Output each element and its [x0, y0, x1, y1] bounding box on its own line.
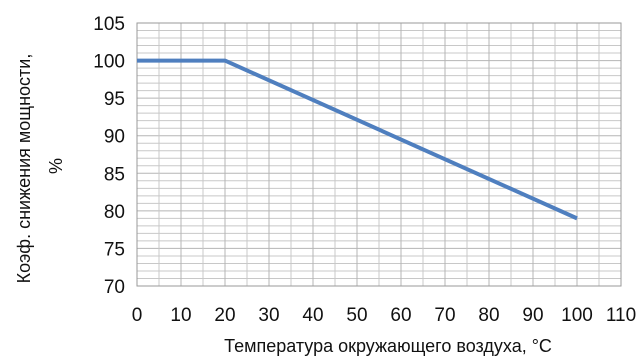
y-tick-label: 90	[104, 127, 125, 148]
y-tick-label: 80	[104, 202, 125, 223]
y-axis-title-line-2: %	[46, 158, 66, 174]
x-tick-label: 100	[561, 305, 593, 326]
x-tick-label: 30	[258, 305, 279, 326]
x-tick-label: 20	[214, 305, 235, 326]
x-tick-label: 110	[606, 305, 636, 326]
x-tick-label: 40	[302, 305, 323, 326]
x-tick-label: 60	[390, 305, 411, 326]
y-tick-label: 70	[104, 277, 125, 298]
x-tick-label: 70	[434, 305, 455, 326]
y-tick-label: 105	[93, 14, 125, 35]
y-tick-label: 75	[104, 239, 125, 260]
x-tick-label: 80	[478, 305, 499, 326]
x-tick-label: 10	[170, 305, 191, 326]
series-line	[137, 58, 578, 221]
plot-frame	[136, 22, 622, 287]
y-axis-title: Коэф. снижения мощности, %	[14, 49, 66, 284]
y-axis-title-line-1: Коэф. снижения мощности,	[14, 54, 34, 284]
x-axis-ticks: 0 10 20 30 40 50 60 70 80 90 100 110	[132, 305, 636, 326]
y-axis-ticks: 70 75 80 85 90 95 100 105	[93, 14, 125, 298]
grid	[136, 22, 622, 287]
y-tick-label: 85	[104, 164, 125, 185]
series-layer	[137, 58, 578, 221]
x-tick-label: 50	[346, 305, 367, 326]
y-tick-label: 95	[104, 89, 125, 110]
x-axis-title: Температура окружающего воздуха, °C	[224, 336, 552, 356]
x-tick-label: 90	[522, 305, 543, 326]
x-tick-label: 0	[132, 305, 143, 326]
y-tick-label: 100	[93, 52, 125, 73]
